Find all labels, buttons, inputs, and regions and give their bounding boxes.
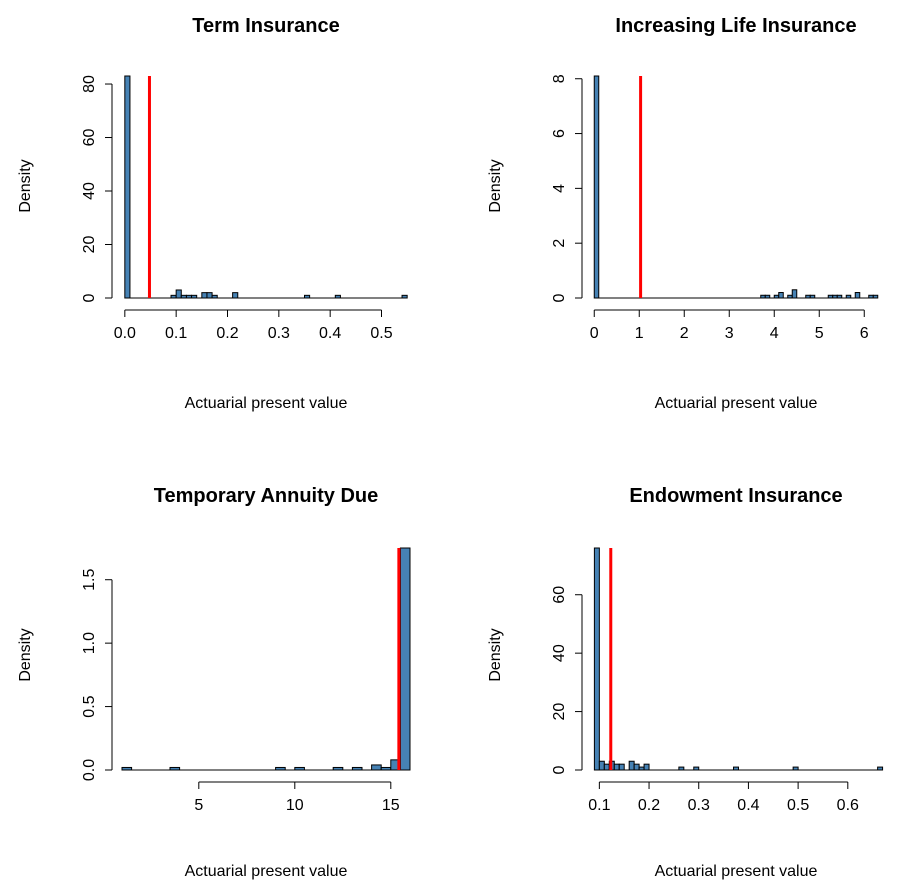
x-tick-label: 0.2 bbox=[638, 797, 660, 814]
histogram-bar bbox=[175, 289, 182, 299]
x-tick-label: 4 bbox=[770, 325, 779, 342]
y-tick-label: 20 bbox=[551, 703, 568, 721]
x-tick-label: 0.1 bbox=[165, 325, 187, 342]
panel-title: Endowment Insurance bbox=[629, 485, 842, 507]
histogram-bar bbox=[593, 75, 600, 299]
panel-title: Increasing Life Insurance bbox=[615, 15, 856, 37]
x-tick-label: 0.5 bbox=[370, 325, 392, 342]
panel-title: Term Insurance bbox=[192, 15, 339, 37]
histogram-bar bbox=[598, 760, 605, 771]
histogram-bar bbox=[124, 75, 131, 299]
histogram-bar bbox=[206, 292, 213, 299]
y-tick-label: 0 bbox=[551, 765, 568, 774]
x-tick-label: 0.1 bbox=[588, 797, 610, 814]
histogram-bar bbox=[643, 763, 650, 771]
y-tick-label: 6 bbox=[551, 129, 568, 138]
x-tick-label: 0.0 bbox=[114, 325, 136, 342]
panel-temporary-annuity-due: Temporary Annuity Due Actuarial present … bbox=[17, 485, 411, 880]
histogram-bar bbox=[791, 289, 798, 299]
y-tick-label: 0.5 bbox=[81, 695, 98, 717]
x-tick-label: 0.5 bbox=[787, 797, 809, 814]
x-tick-label: 6 bbox=[860, 325, 869, 342]
y-tick-label: 60 bbox=[551, 586, 568, 604]
plot-area: 5 10 15 0.0 0.5 1.0 1.5 bbox=[81, 547, 411, 814]
y-tick-label: 0 bbox=[551, 293, 568, 302]
x-axis-label: Actuarial present value bbox=[185, 395, 348, 412]
histogram-bar bbox=[399, 547, 411, 771]
y-tick-label: 80 bbox=[81, 75, 98, 93]
x-tick-label: 0.6 bbox=[837, 797, 859, 814]
x-tick-label: 10 bbox=[286, 797, 304, 814]
y-tick-label: 1.5 bbox=[81, 568, 98, 590]
histogram-bar bbox=[613, 763, 620, 771]
histogram-bar bbox=[593, 547, 600, 771]
x-axis-label: Actuarial present value bbox=[185, 863, 348, 880]
histogram-bar bbox=[232, 292, 239, 299]
y-axis-label: Density bbox=[17, 628, 34, 681]
y-tick-label: 0 bbox=[81, 293, 98, 302]
histogram-bar bbox=[778, 292, 784, 299]
x-tick-label: 5 bbox=[815, 325, 824, 342]
plot-area: 0.1 0.2 0.3 0.4 0.5 0.6 0 20 40 60 bbox=[551, 547, 884, 814]
histogram-bar bbox=[371, 764, 382, 771]
y-tick-label: 40 bbox=[81, 182, 98, 200]
y-tick-label: 2 bbox=[551, 239, 568, 248]
y-tick-label: 8 bbox=[551, 74, 568, 83]
x-axis-label: Actuarial present value bbox=[655, 395, 818, 412]
plot-area: 0.0 0.1 0.2 0.3 0.4 0.5 0 20 40 60 80 bbox=[81, 75, 408, 342]
histogram-bar bbox=[618, 763, 625, 771]
histogram-bar bbox=[854, 292, 861, 299]
y-axis-label: Density bbox=[17, 159, 34, 212]
y-tick-label: 60 bbox=[81, 129, 98, 147]
plot-area: 0 1 2 3 4 5 6 0 2 4 6 8 bbox=[551, 74, 879, 342]
x-tick-label: 2 bbox=[680, 325, 689, 342]
x-tick-label: 1 bbox=[635, 325, 644, 342]
x-tick-label: 5 bbox=[194, 797, 203, 814]
y-axis-label: Density bbox=[487, 628, 504, 681]
x-tick-label: 15 bbox=[382, 797, 400, 814]
panel-term-insurance: Term Insurance Actuarial present value D… bbox=[17, 15, 408, 412]
x-tick-label: 0.4 bbox=[737, 797, 759, 814]
y-tick-label: 4 bbox=[551, 184, 568, 193]
x-tick-label: 0.2 bbox=[216, 325, 238, 342]
x-axis-label: Actuarial present value bbox=[655, 863, 818, 880]
x-tick-label: 3 bbox=[725, 325, 734, 342]
x-tick-label: 0 bbox=[590, 325, 599, 342]
panel-title: Temporary Annuity Due bbox=[154, 485, 378, 507]
y-tick-label: 0.0 bbox=[81, 759, 98, 781]
panel-endowment-insurance: Endowment Insurance Actuarial present va… bbox=[487, 485, 884, 880]
y-tick-label: 40 bbox=[551, 644, 568, 662]
y-tick-label: 20 bbox=[81, 236, 98, 254]
y-axis-label: Density bbox=[487, 159, 504, 212]
histogram-bar bbox=[628, 760, 635, 771]
x-tick-label: 0.3 bbox=[268, 325, 290, 342]
histogram-bar bbox=[201, 292, 208, 299]
x-tick-label: 0.3 bbox=[688, 797, 710, 814]
x-tick-label: 0.4 bbox=[319, 325, 341, 342]
histogram-bar bbox=[633, 763, 640, 771]
histogram-bar bbox=[603, 763, 610, 771]
y-tick-label: 1.0 bbox=[81, 632, 98, 654]
panel-increasing-life-insurance: Increasing Life Insurance Actuarial pres… bbox=[487, 15, 879, 412]
